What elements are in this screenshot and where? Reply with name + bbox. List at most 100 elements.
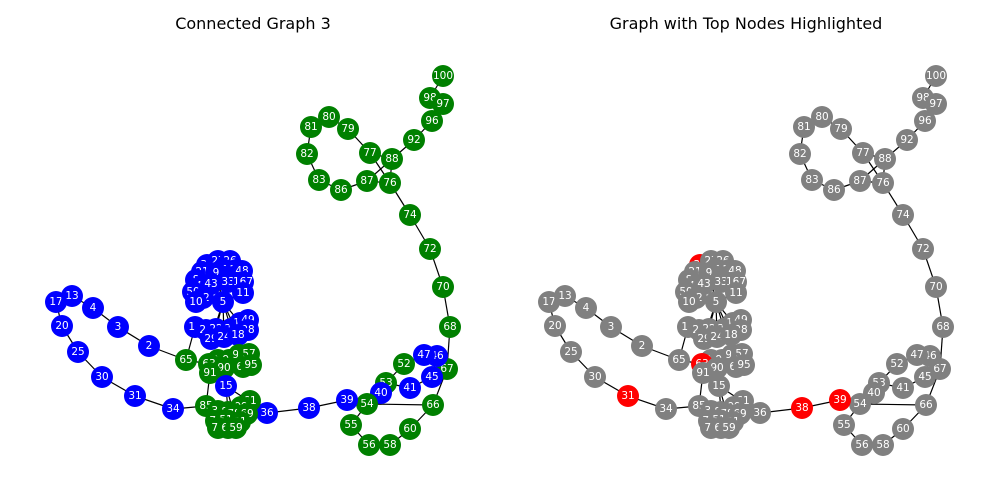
left-node-label-2: 2 xyxy=(146,340,153,352)
left-node-circle-87 xyxy=(356,170,378,192)
left-node-circle-80 xyxy=(318,106,340,128)
right-node-60: 60 xyxy=(892,418,914,440)
right-node-86: 86 xyxy=(823,179,845,201)
left-node-47: 47 xyxy=(413,344,435,366)
left-node-label-43: 43 xyxy=(204,278,217,290)
left-node-label-60: 60 xyxy=(403,423,416,435)
left-node-circle-52 xyxy=(393,353,415,375)
left-edge-54-66 xyxy=(366,403,434,406)
right-node-label-97: 97 xyxy=(929,98,942,110)
right-node-circle-54 xyxy=(849,393,871,415)
right-node-10: 10 xyxy=(678,291,700,313)
right-node-circle-60 xyxy=(892,418,914,440)
left-node-label-17: 17 xyxy=(49,296,62,308)
left-node-95: 95 xyxy=(240,354,262,376)
right-node-45: 45 xyxy=(914,366,936,388)
left-node-circle-65 xyxy=(175,349,197,371)
left-node-label-56: 56 xyxy=(362,439,376,451)
right-node-36: 36 xyxy=(749,402,771,424)
right-node-circle-2 xyxy=(631,335,653,357)
right-node-label-39: 39 xyxy=(833,394,846,406)
left-node-label-72: 72 xyxy=(423,243,436,255)
right-node-label-92: 92 xyxy=(900,134,913,146)
right-node-circle-81 xyxy=(793,116,815,138)
left-node-label-92: 92 xyxy=(407,134,420,146)
right-node-11: 11 xyxy=(725,282,747,304)
right-node-label-38: 38 xyxy=(795,402,808,414)
left-node-circle-4 xyxy=(82,297,104,319)
left-node-80: 80 xyxy=(318,106,340,128)
right-node-13: 13 xyxy=(554,285,576,307)
left-node-91: 91 xyxy=(199,362,221,384)
left-node-circle-97 xyxy=(432,93,454,115)
left-node-circle-86 xyxy=(330,179,352,201)
right-node-label-87: 87 xyxy=(853,175,866,187)
right-node-circle-74 xyxy=(892,204,914,226)
left-node-circle-83 xyxy=(308,169,330,191)
right-edge-54-66 xyxy=(859,403,927,406)
left-node-label-66: 66 xyxy=(426,399,440,411)
right-node-59: 59 xyxy=(718,417,740,439)
right-node-circle-5 xyxy=(705,291,727,313)
right-node-circle-56 xyxy=(851,434,873,456)
left-node-label-86: 86 xyxy=(334,184,348,196)
right-node-95: 95 xyxy=(733,354,755,376)
left-node-72: 72 xyxy=(419,238,441,260)
right-node-label-41: 41 xyxy=(896,382,909,394)
right-node-circle-88 xyxy=(874,148,896,170)
right-node-81: 81 xyxy=(793,116,815,138)
right-node-circle-80 xyxy=(811,106,833,128)
right-node-label-59: 59 xyxy=(722,422,735,434)
right-node-31: 31 xyxy=(617,385,639,407)
left-node-circle-56 xyxy=(358,434,380,456)
right-node-circle-31 xyxy=(617,385,639,407)
left-node-circle-36 xyxy=(256,402,278,424)
left-node-13: 13 xyxy=(61,285,83,307)
left-node-circle-2 xyxy=(138,335,160,357)
left-node-circle-13 xyxy=(61,285,83,307)
left-node-label-5: 5 xyxy=(220,296,227,308)
right-node-label-95: 95 xyxy=(737,359,750,371)
right-node-label-3: 3 xyxy=(608,321,615,333)
right-node-label-31: 31 xyxy=(621,390,634,402)
right-node-38: 38 xyxy=(791,397,813,419)
right-node-label-91: 91 xyxy=(696,367,709,379)
left-node-label-40: 40 xyxy=(374,387,387,399)
left-node-circle-88 xyxy=(381,148,403,170)
left-node-circle-74 xyxy=(399,204,421,226)
left-node-2: 2 xyxy=(138,335,160,357)
right-node-5: 5 xyxy=(705,291,727,313)
right-node-circle-82 xyxy=(789,143,811,165)
left-node-label-39: 39 xyxy=(340,394,353,406)
left-node-79: 79 xyxy=(337,118,359,140)
left-node-circle-68 xyxy=(439,316,461,338)
left-node-label-58: 58 xyxy=(383,439,396,451)
left-node-circle-92 xyxy=(403,129,425,151)
right-node-label-47: 47 xyxy=(910,349,923,361)
left-node-label-4: 4 xyxy=(90,302,97,314)
right-node-15: 15 xyxy=(708,375,730,397)
right-node-83: 83 xyxy=(801,169,823,191)
left-node-circle-31 xyxy=(124,385,146,407)
left-node-label-45: 45 xyxy=(425,371,438,383)
right-node-circle-87 xyxy=(849,170,871,192)
left-node-circle-91 xyxy=(199,362,221,384)
left-node-92: 92 xyxy=(403,129,425,151)
right-node-80: 80 xyxy=(811,106,833,128)
right-node-label-33: 33 xyxy=(714,276,727,288)
right-node-66: 66 xyxy=(915,394,937,416)
left-node-circle-76 xyxy=(379,172,401,194)
right-node-label-4: 4 xyxy=(583,302,590,314)
right-node-label-82: 82 xyxy=(793,148,806,160)
left-node-39: 39 xyxy=(336,389,358,411)
right-node-circle-55 xyxy=(833,414,855,436)
right-node-label-5: 5 xyxy=(713,296,720,308)
right-node-label-86: 86 xyxy=(827,184,841,196)
right-node-18: 18 xyxy=(720,324,742,346)
right-node-41: 41 xyxy=(892,377,914,399)
right-node-circle-38 xyxy=(791,397,813,419)
right-node-circle-45 xyxy=(914,366,936,388)
left-node-circle-3 xyxy=(107,316,129,338)
left-node-65: 65 xyxy=(175,349,197,371)
left-node-circle-55 xyxy=(340,414,362,436)
